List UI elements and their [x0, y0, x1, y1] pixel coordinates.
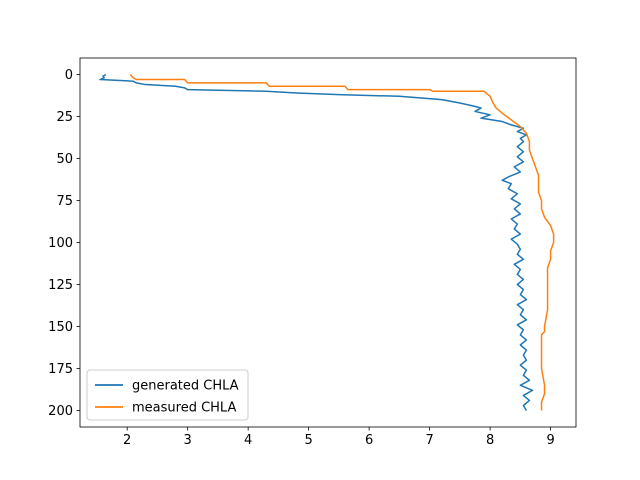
y-tick-label: 50 [56, 152, 73, 167]
x-tick-label: 3 [184, 433, 192, 448]
y-tick-label: 150 [48, 320, 73, 335]
y-tick-label: 100 [48, 236, 73, 251]
y-tick-label: 75 [56, 194, 73, 209]
y-tick-label: 175 [48, 362, 73, 377]
y-tick-label: 25 [56, 110, 73, 125]
x-tick-label: 5 [305, 433, 313, 448]
x-tick-label: 9 [546, 433, 554, 448]
x-axis: 2 3 4 5 6 7 8 9 [123, 427, 555, 448]
series-line-0 [99, 73, 534, 411]
legend: generated CHLA measured CHLA [86, 369, 249, 421]
x-tick-label: 6 [365, 433, 373, 448]
x-tick-label: 7 [425, 433, 433, 448]
y-tick-label: 200 [48, 404, 73, 419]
legend-box [86, 369, 249, 421]
x-tick-label: 2 [123, 433, 131, 448]
y-tick-label: 0 [65, 68, 73, 83]
series-layer [99, 73, 555, 411]
series-line-1 [129, 73, 555, 411]
y-axis: 0 25 50 75 100 125 150 175 200 [48, 68, 80, 419]
x-tick-label: 4 [244, 433, 252, 448]
legend-label: generated CHLA [132, 379, 239, 394]
x-tick-label: 8 [486, 433, 494, 448]
y-tick-label: 125 [48, 278, 73, 293]
legend-label: measured CHLA [132, 401, 236, 416]
